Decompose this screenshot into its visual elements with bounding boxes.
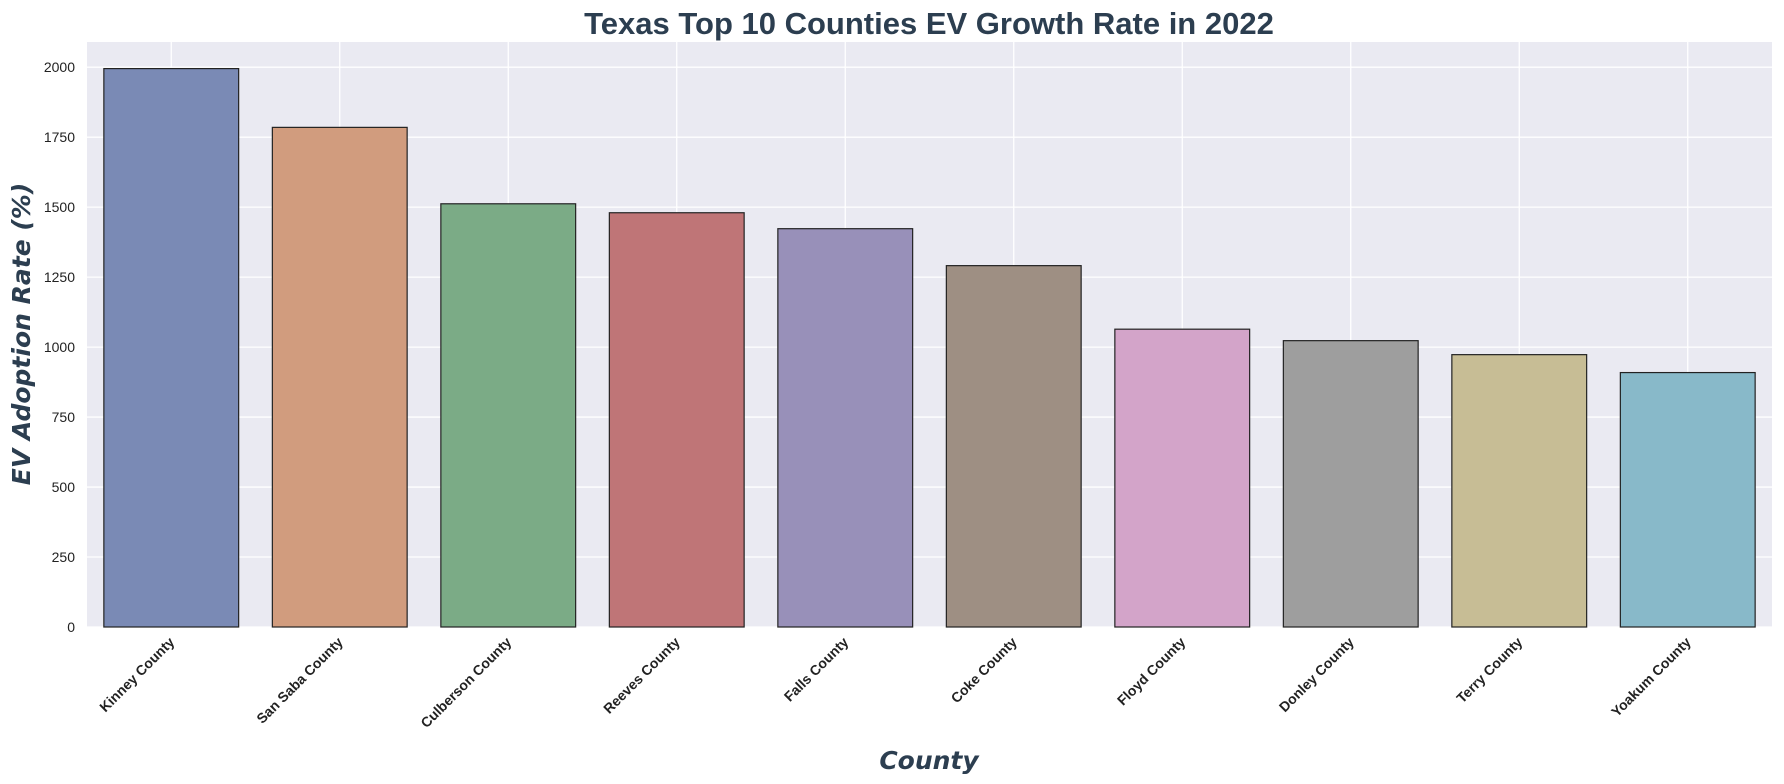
y-axis-ticks: 0 250 500 750 1000 1250 1500 1750 2000 <box>44 59 75 635</box>
x-tick-label: Terry County <box>1453 634 1525 706</box>
y-tick-label: 750 <box>52 409 76 425</box>
bar <box>1451 354 1588 628</box>
bar <box>440 203 577 628</box>
y-tick-label: 1250 <box>44 269 75 285</box>
x-tick-label: San Saba County <box>253 634 346 727</box>
x-tick-label: Kinney County <box>96 634 177 715</box>
x-tick-label: Falls County <box>781 634 852 705</box>
x-axis-ticks: Kinney County San Saba County Culberson Co… <box>96 634 1694 731</box>
y-tick-label: 0 <box>67 619 75 635</box>
y-tick-label: 1750 <box>44 129 75 145</box>
x-axis-label: County <box>879 746 980 775</box>
y-tick-label: 250 <box>52 549 76 565</box>
x-tick-label: Reeves County <box>600 634 683 717</box>
bar <box>1282 340 1419 628</box>
bar <box>1619 371 1756 628</box>
bar <box>1114 328 1251 628</box>
bar <box>608 212 745 628</box>
bar <box>271 126 408 628</box>
bar <box>945 265 1082 628</box>
x-tick-label: Coke County <box>948 634 1021 707</box>
x-tick-label: Yoakum County <box>1608 634 1694 720</box>
x-tick-label: Donley County <box>1276 634 1357 715</box>
bar <box>777 228 914 628</box>
y-tick-label: 1000 <box>44 339 75 355</box>
x-tick-label: Floyd County <box>1114 634 1189 709</box>
bars <box>103 67 1756 628</box>
y-tick-label: 1500 <box>44 199 75 215</box>
bar <box>103 67 240 628</box>
y-tick-label: 2000 <box>44 59 75 75</box>
x-tick-label: Culberson County <box>417 634 514 731</box>
chart-title: Texas Top 10 Counties EV Growth Rate in … <box>584 6 1274 41</box>
y-axis-label: EV Adoption Rate (%) <box>7 183 36 486</box>
y-tick-label: 500 <box>52 479 76 495</box>
